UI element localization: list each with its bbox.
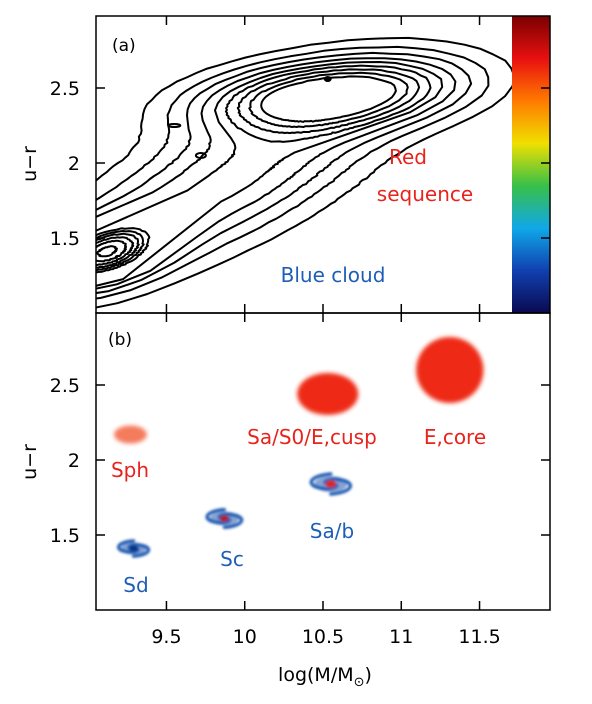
contour-line <box>96 239 127 263</box>
panel-a-yticks: 1.5 2 2.5 <box>50 78 550 250</box>
sph-label: Sph <box>111 458 149 482</box>
contour-line <box>96 57 457 290</box>
panel-b-xtick-label: 11 <box>389 626 413 648</box>
panel-b-xticks: 9.5 10 10.5 11 11.5 <box>151 16 501 648</box>
contour-line <box>96 61 444 287</box>
contour-line <box>96 232 140 269</box>
panel-b-ytick-label: 1.5 <box>50 525 80 547</box>
panel-b-tag: (b) <box>108 330 132 350</box>
contour-island <box>167 123 182 128</box>
panel-b: (b) Sph Sa/S0/E,cusp E,core Sd Sc Sa/b u… <box>19 16 551 690</box>
sph-ellipse <box>114 425 147 444</box>
panel-a: (a) Red sequence Blue cloud u−r 1.5 2 2.5 <box>19 15 551 314</box>
contour-lines <box>96 36 512 309</box>
contour-line <box>248 71 409 128</box>
sun-symbol: ⊙ <box>354 675 365 690</box>
xlabel-text: log(M/M <box>278 664 354 686</box>
sc-arm <box>205 508 232 525</box>
panel-a-ytick-label: 2 <box>68 153 80 175</box>
blue-cloud-label: Blue cloud <box>281 263 386 287</box>
sa-b-spiral <box>309 472 352 496</box>
panel-a-ytick-label: 1.5 <box>50 228 80 250</box>
sc-label: Sc <box>220 547 244 571</box>
xlabel-close: ) <box>365 664 372 686</box>
sd-label: Sd <box>123 573 148 597</box>
panel-b-frame <box>95 312 551 611</box>
contour-line <box>96 36 512 309</box>
contour-line <box>96 230 145 272</box>
sc-arm <box>217 512 244 529</box>
sa-s0-e-cusp-label: Sa/S0/E,cusp <box>247 425 377 449</box>
sa-b-label: Sa/b <box>310 519 354 543</box>
panel-a-ytick-label: 2.5 <box>50 78 80 100</box>
contour-line <box>236 68 421 135</box>
panel-a-ylabel: u−r <box>19 146 41 182</box>
sa-s0-e-cusp-ellipse <box>297 373 359 415</box>
panel-b-xtick-label: 10 <box>233 626 257 648</box>
panel-b-yticks: 1.5 2 2.5 <box>50 375 550 547</box>
panel-b-marks <box>114 337 484 558</box>
panel-b-ylabel: u−r <box>19 444 41 480</box>
contour-line <box>96 51 473 295</box>
contour-line <box>224 64 432 143</box>
contour-peak <box>323 76 332 82</box>
panel-b-xtick-label: 9.5 <box>151 626 181 648</box>
panel-b-xtick-label: 11.5 <box>458 626 500 648</box>
contour-line <box>96 227 151 274</box>
red-sequence-label-line1: Red <box>389 145 427 169</box>
panel-b-xlabel: log(M/M⊙) <box>278 664 372 690</box>
contour-line <box>260 75 397 123</box>
panel-b-ytick-label: 2 <box>68 450 80 472</box>
contour-line <box>96 236 135 267</box>
sd-arm <box>127 543 151 558</box>
sd-arm <box>117 539 140 554</box>
panel-b-ytick-label: 2.5 <box>50 375 80 397</box>
panel-a-tag: (a) <box>112 36 136 56</box>
contour-island <box>194 152 207 159</box>
colorbar <box>512 16 550 313</box>
e-core-label: E,core <box>424 425 486 449</box>
contour-line <box>96 245 118 258</box>
sa-b-core <box>325 480 337 488</box>
sc-spiral <box>205 508 244 529</box>
sa-b-arm <box>323 477 352 496</box>
contour-line <box>96 45 490 300</box>
sa-b-arm <box>309 472 339 491</box>
red-sequence-label-line2: sequence <box>377 182 473 206</box>
sd-core <box>129 545 138 552</box>
sd-spiral <box>117 539 151 558</box>
e-core-ellipse <box>416 337 484 403</box>
panel-b-xtick-label: 10.5 <box>302 626 344 648</box>
sc-core <box>219 515 230 522</box>
